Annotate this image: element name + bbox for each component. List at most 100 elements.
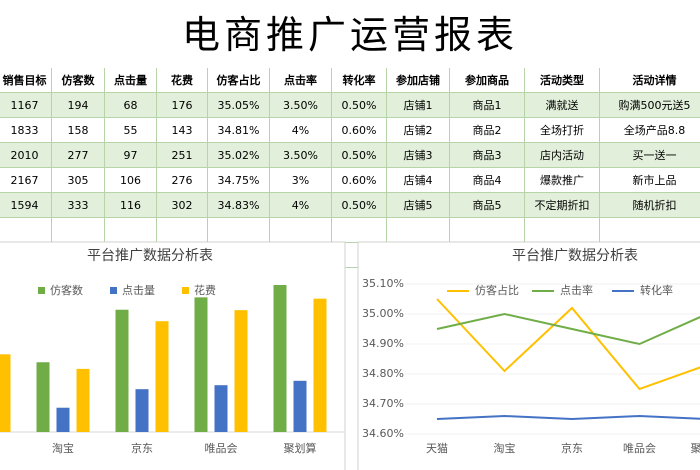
table-cell: 0.50% [332,93,387,118]
table-cell: 商品3 [450,143,525,168]
bar [0,354,11,432]
table-cell: 34.75% [208,168,270,193]
report-title: 电商推广运营报表 [181,13,518,57]
bar [313,298,327,432]
y-tick-label: 35.00% [362,307,404,320]
bar [36,362,50,432]
y-tick-label: 34.80% [362,367,404,380]
bar [273,285,287,432]
table-cell: 2167 [0,168,52,193]
table-cell: 全场打折 [525,118,600,143]
table-cell: 302 [157,193,208,218]
table-cell: 仿客占比 [208,68,270,93]
line [436,312,700,346]
table-cell: 35.02% [208,143,270,168]
table-cell: 158 [52,118,105,143]
table-cell: 116 [105,193,157,218]
bar [155,321,169,432]
table-cell: 277 [52,143,105,168]
table-cell: 0.60% [332,118,387,143]
table-cell: 55 [105,118,157,143]
x-tick-label: 京东 [131,441,153,455]
table-cell: 2010 [0,143,52,168]
table-cell: 35.05% [208,93,270,118]
table-cell: 爆款推广 [525,168,600,193]
y-tick-label: 34.60% [362,427,404,440]
table-cell: 店铺3 [387,143,450,168]
table-cell: 点击率 [270,68,332,93]
bar [115,309,129,432]
table-cell: 店铺1 [387,93,450,118]
table-cell: 商品5 [450,193,525,218]
table-cell: 97 [105,143,157,168]
x-tick-label: 聚划算 [691,441,700,455]
table-cell: 0.50% [332,193,387,218]
table-cell: 商品4 [450,168,525,193]
table-cell: 新市上品 [600,168,700,193]
table-cell: 参加商品 [450,68,525,93]
table-cell: 店铺4 [387,168,450,193]
table-cell: 3.50% [270,143,332,168]
table-cell: 251 [157,143,208,168]
table-cell: 全场产品8.8 [600,118,700,143]
table-cell: 点击量 [105,68,157,93]
bar [194,297,208,432]
table-cell: 68 [105,93,157,118]
table-cell: 176 [157,93,208,118]
table-cell: 3.50% [270,93,332,118]
table-cell: 34.81% [208,118,270,143]
bar [234,310,248,432]
legend-label: 花费 [194,284,216,297]
legend-swatch [182,287,189,294]
table-cell: 买一送一 [600,143,700,168]
table-cell: 不定期折扣 [525,193,600,218]
x-tick-label: 唯品会 [623,442,656,455]
table-cell: 活动详情 [600,68,700,93]
table-cell: 活动类型 [525,68,600,93]
table-cell: 1167 [0,93,52,118]
table-cell: 1594 [0,193,52,218]
table-cell: 店铺5 [387,193,450,218]
table-cell: 购满500元送5 [600,93,700,118]
x-tick-label: 淘宝 [494,441,516,455]
bar [76,368,90,432]
line [436,298,700,391]
chart-frame [357,241,700,470]
x-tick-label: 唯品会 [205,442,238,455]
y-tick-label: 34.90% [362,337,404,350]
chart-title: 平台推广数据分析表 [512,248,638,264]
bar [56,407,70,432]
bar [293,380,307,432]
legend-label: 转化率 [640,283,673,297]
table-cell: 3% [270,168,332,193]
bar [214,385,228,432]
legend-label: 点击量 [122,284,155,297]
table-cell: 34.83% [208,193,270,218]
legend-swatch [110,287,117,294]
bar [135,389,149,432]
table-cell: 参加店铺 [387,68,450,93]
table-cell: 0.50% [332,143,387,168]
table-cell: 花费 [157,68,208,93]
table-cell: 店内活动 [525,143,600,168]
chart-frame [0,241,346,470]
y-tick-label: 34.70% [362,397,404,410]
table-cell: 1833 [0,118,52,143]
legend-label: 点击率 [560,283,593,297]
x-tick-label: 聚划算 [284,441,317,455]
table-cell: 商品1 [450,93,525,118]
table-cell: 店铺2 [387,118,450,143]
table-cell: 4% [270,193,332,218]
table-cell: 305 [52,168,105,193]
line [436,414,700,421]
table-cell: 4% [270,118,332,143]
y-tick-label: 35.10% [362,277,404,290]
legend-label: 仿客占比 [475,283,519,297]
legend-label: 仿客数 [50,283,83,297]
table-cell: 106 [105,168,157,193]
table-cell: 转化率 [332,68,387,93]
x-tick-label: 淘宝 [52,441,74,455]
table-cell: 0.60% [332,168,387,193]
